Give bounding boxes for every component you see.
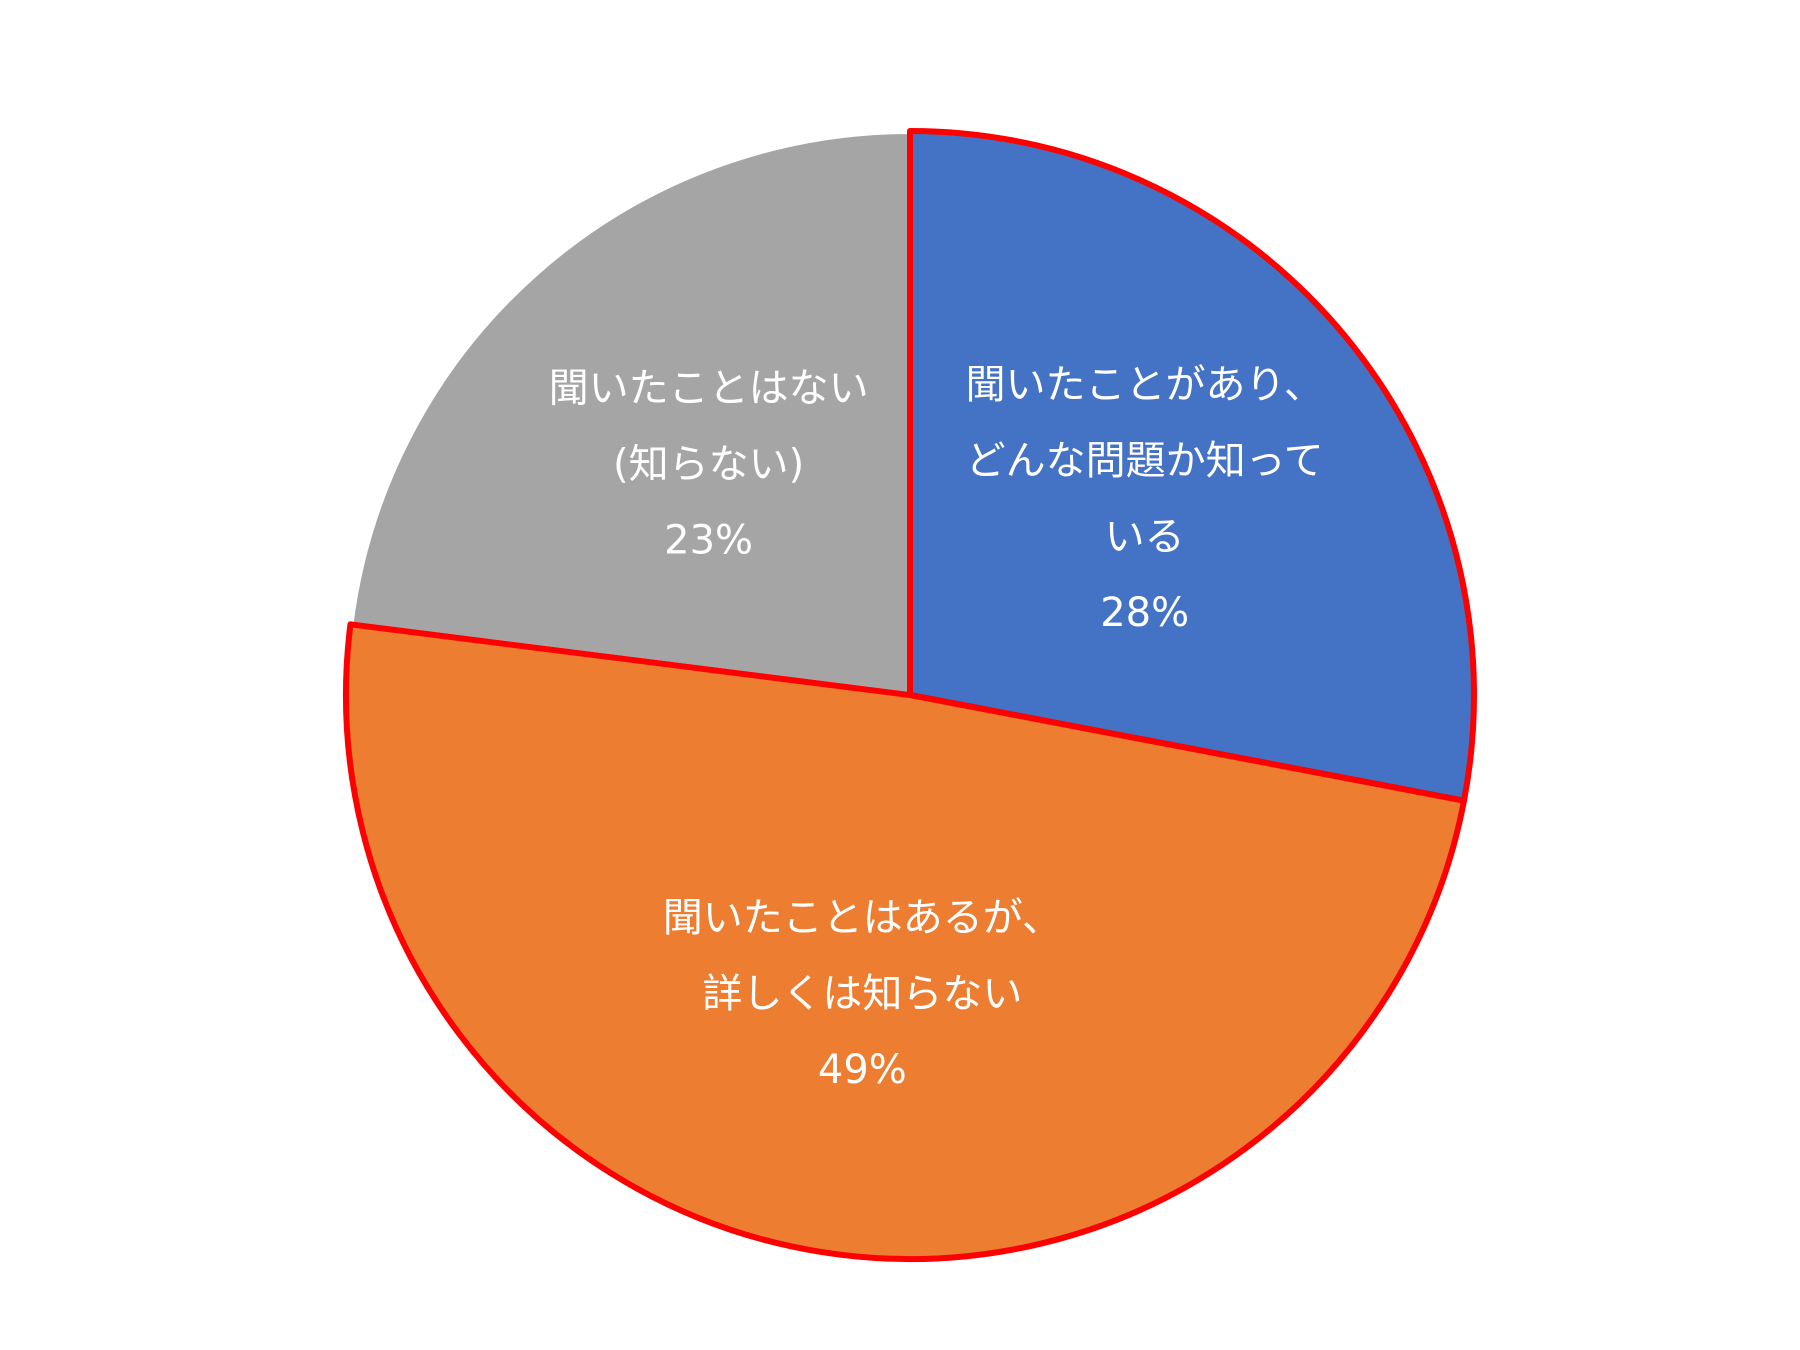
value-label: 23% [664,518,753,564]
slice-label: 聞いたことはない(知らない) [549,366,869,488]
slice-label: 聞いたことはあるが、詳しくは知らない [663,895,1062,1017]
pie-slice [347,128,913,698]
pie-slice [343,621,1468,1262]
labels: 聞いたことがあり、どんな問題か知っている 28% 聞いたことはあるが、詳しくは知らな… [549,362,1324,1093]
pie-slice [907,128,1477,804]
value-label: 49% [818,1047,907,1093]
value-label: 28% [1100,590,1189,636]
slice-label: 聞いたことがあり、どんな問題か知っている [965,362,1323,560]
pie [343,128,1477,1262]
